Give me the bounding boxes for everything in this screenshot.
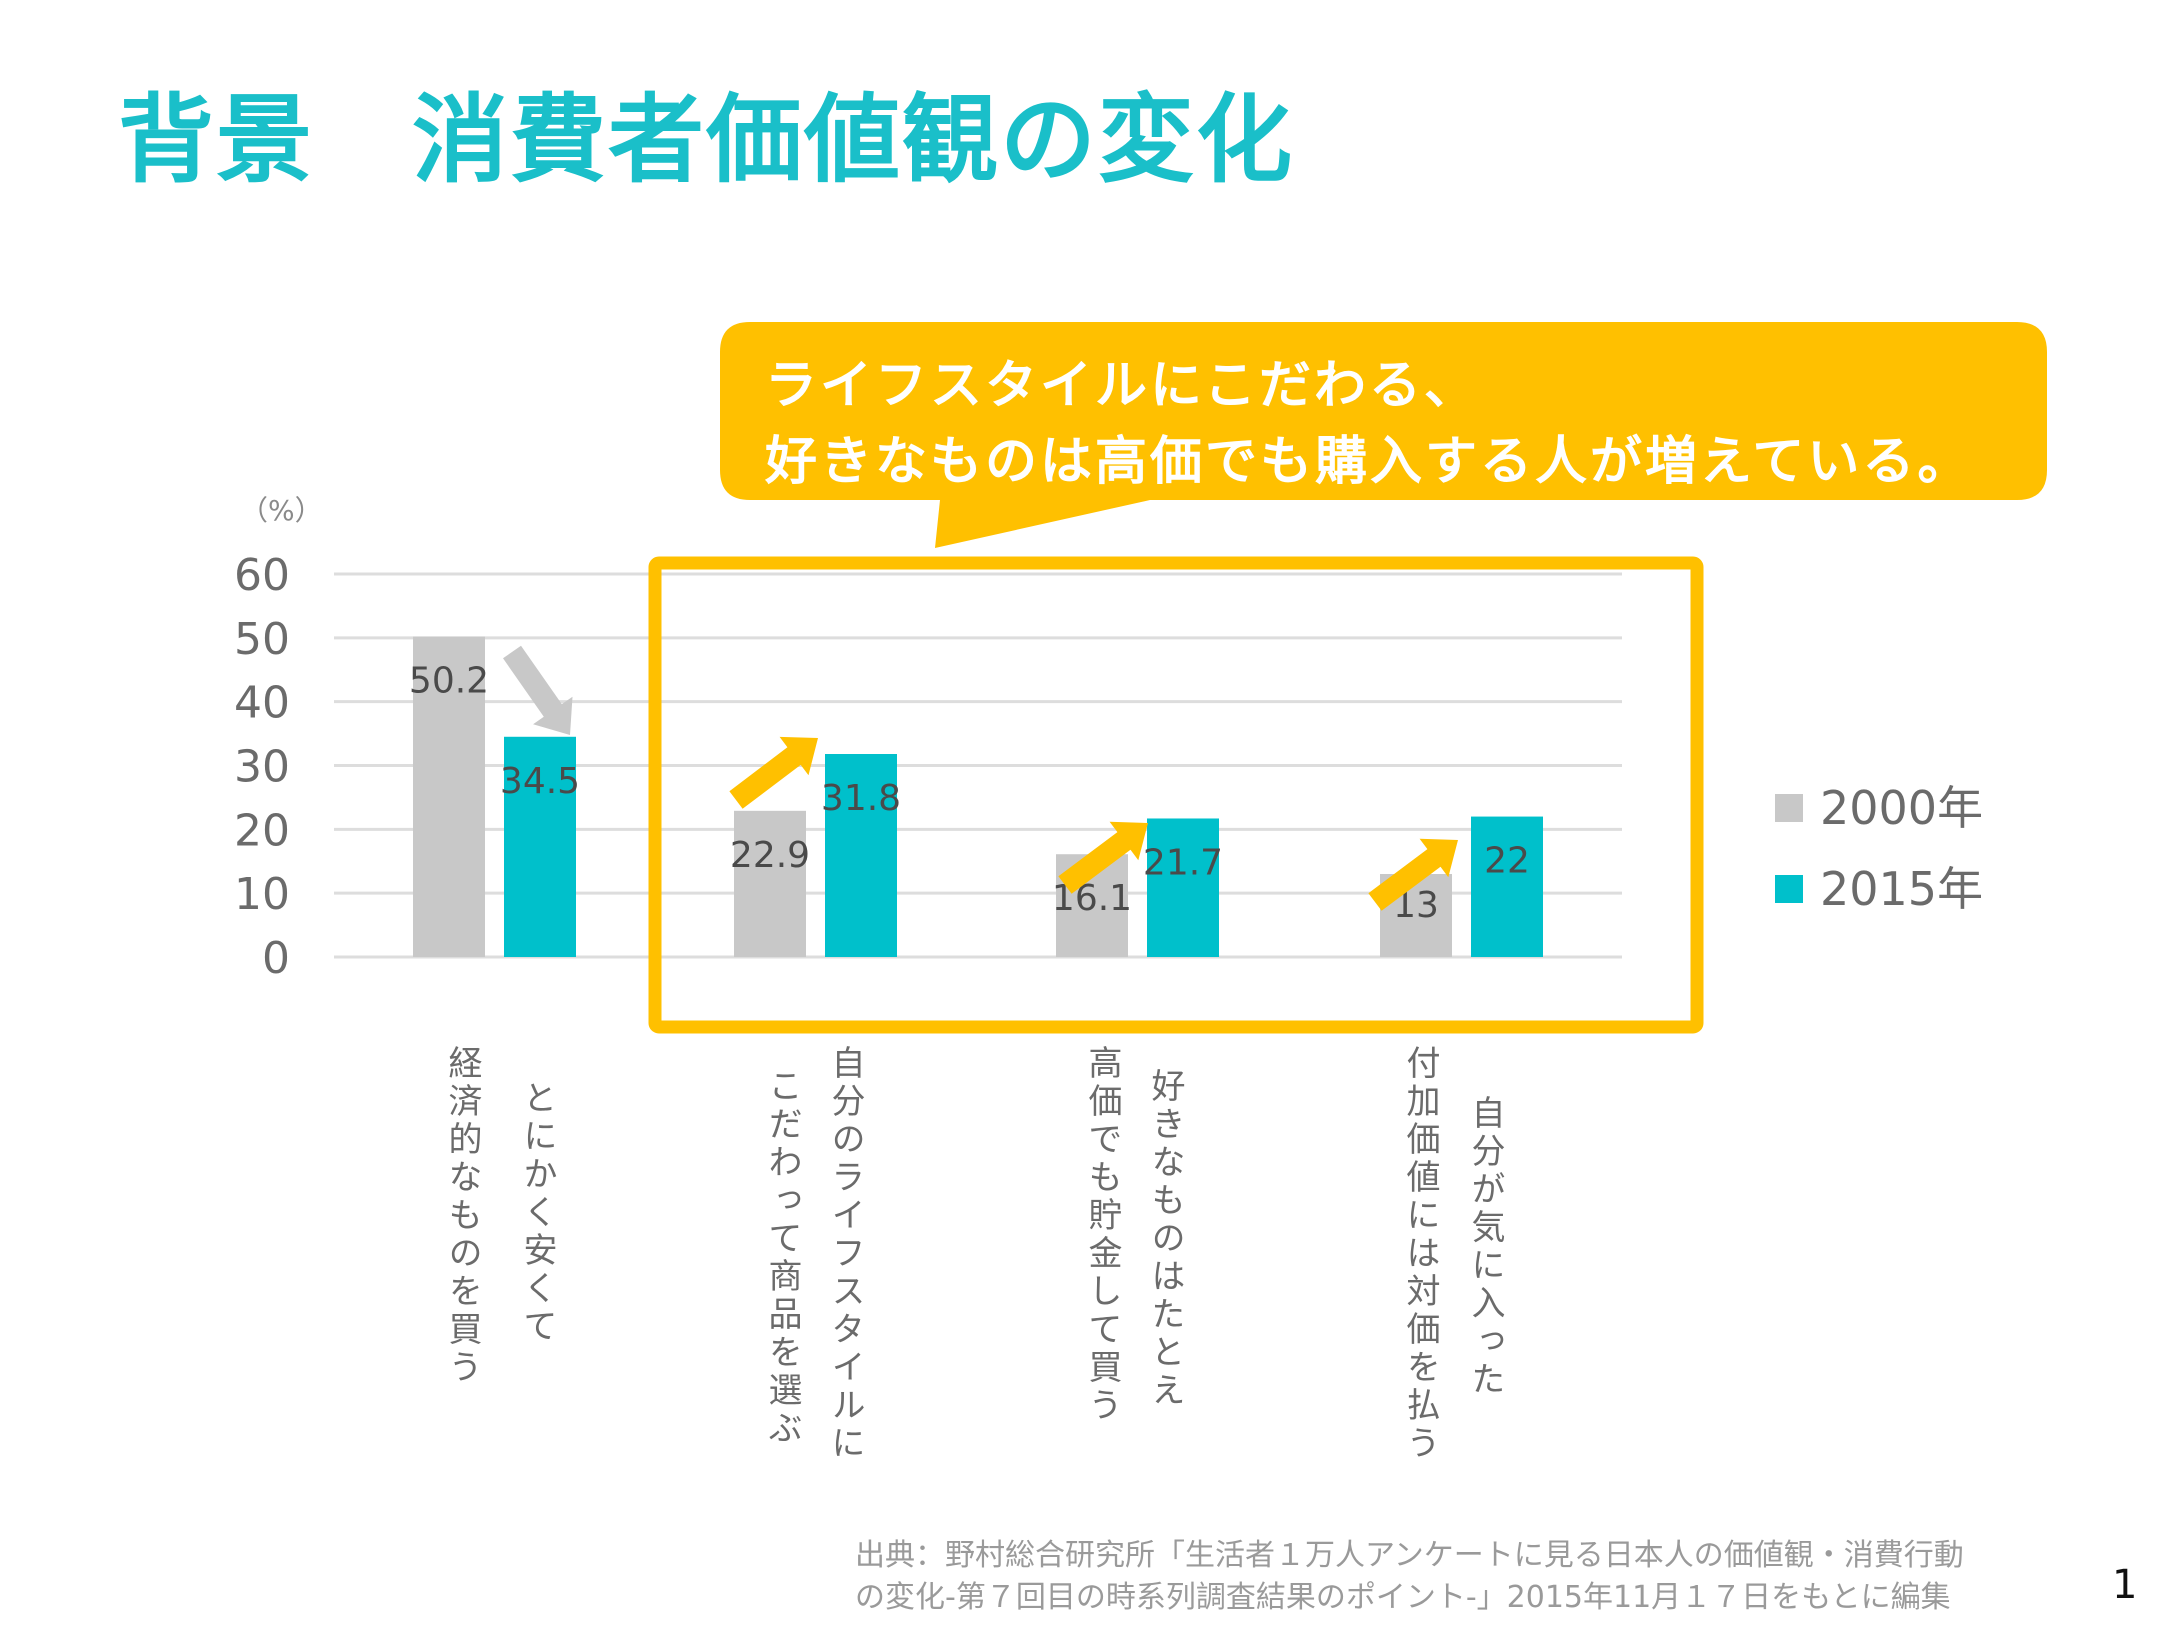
up-arrow-icon <box>1368 838 1458 911</box>
y-axis-unit: （%） <box>240 494 323 527</box>
source-line-1: 出典：野村総合研究所「生活者１万人アンケートに見る日本人の価値観・消費行動 <box>855 1538 1964 1573</box>
category-label-3-line2: 高価でも貯金して買う <box>1082 1045 1122 1425</box>
callout-text: ライフスタイルにこだわる、 好きなものは高価でも購入する人が増えている。 <box>765 348 1972 500</box>
down-arrow-icon <box>503 645 573 735</box>
slide-title: 背景 消費者価値観の変化 <box>118 84 1294 196</box>
callout-line-1: ライフスタイルにこだわる、 <box>765 356 1479 416</box>
trend-arrows <box>503 645 1458 911</box>
y-tick-label: 0 <box>262 933 290 984</box>
bars <box>413 636 1543 957</box>
bar-2015-cat1 <box>504 736 576 957</box>
bar-2000-cat2 <box>734 810 806 957</box>
bar-2015-cat2 <box>825 754 897 957</box>
legend: 2000年 2015年 <box>1775 781 1983 916</box>
bar-2015-cat3 <box>1147 818 1219 957</box>
source-citation: 出典：野村総合研究所「生活者１万人アンケートに見る日本人の価値観・消費行動 の変… <box>855 1535 1964 1619</box>
highlight-box <box>648 556 1704 1034</box>
y-tick-label: 50 <box>234 614 290 665</box>
data-label: 34.5 <box>500 761 580 802</box>
source-line-2: の変化-第７回目の時系列調査結果のポイント-」2015年11月１７日をもとに編集 <box>855 1580 1951 1615</box>
category-label-2-line1: 自分のライフスタイルに <box>825 1045 865 1463</box>
data-label: 22.9 <box>730 835 810 876</box>
bar-2015-cat4 <box>1471 816 1543 957</box>
legend-label-2015: 2015年 <box>1820 862 1983 916</box>
bar-2000-cat1 <box>413 636 485 957</box>
category-label-1-line2: 経済的なものを買う <box>442 1045 482 1387</box>
y-axis-ticks: 0 10 20 30 40 50 60 <box>234 550 290 984</box>
callout-line-2: 好きなものは高価でも購入する人が増えている。 <box>765 432 1973 492</box>
legend-swatch-2000 <box>1775 794 1803 822</box>
category-label-4-line1: 自分が気に入った <box>1465 1095 1505 1399</box>
legend-label-2000: 2000年 <box>1820 781 1983 835</box>
y-tick-label: 30 <box>234 742 290 793</box>
data-label: 31.8 <box>821 778 901 819</box>
data-label: 21.7 <box>1143 842 1223 883</box>
up-arrow-icon <box>1058 821 1148 894</box>
y-tick-label: 10 <box>234 869 290 920</box>
data-label: 22 <box>1484 841 1530 882</box>
data-label: 50.2 <box>409 661 489 702</box>
page-number: 1 <box>2112 1562 2138 1608</box>
legend-swatch-2015 <box>1775 875 1803 903</box>
data-label: 16.1 <box>1052 878 1132 919</box>
y-tick-label: 20 <box>234 805 290 856</box>
category-label-3-line1: 好きなものはたとえ <box>1145 1068 1185 1410</box>
y-tick-label: 40 <box>234 678 290 729</box>
category-label-2-line2: こだわって商品を選ぶ <box>762 1068 802 1448</box>
category-label-1-line1: とにかく安くて <box>517 1080 557 1346</box>
up-arrow-icon <box>729 736 818 809</box>
y-tick-label: 60 <box>234 550 290 601</box>
category-label-4-line2: 付加価値には対価を払う <box>1400 1045 1440 1463</box>
